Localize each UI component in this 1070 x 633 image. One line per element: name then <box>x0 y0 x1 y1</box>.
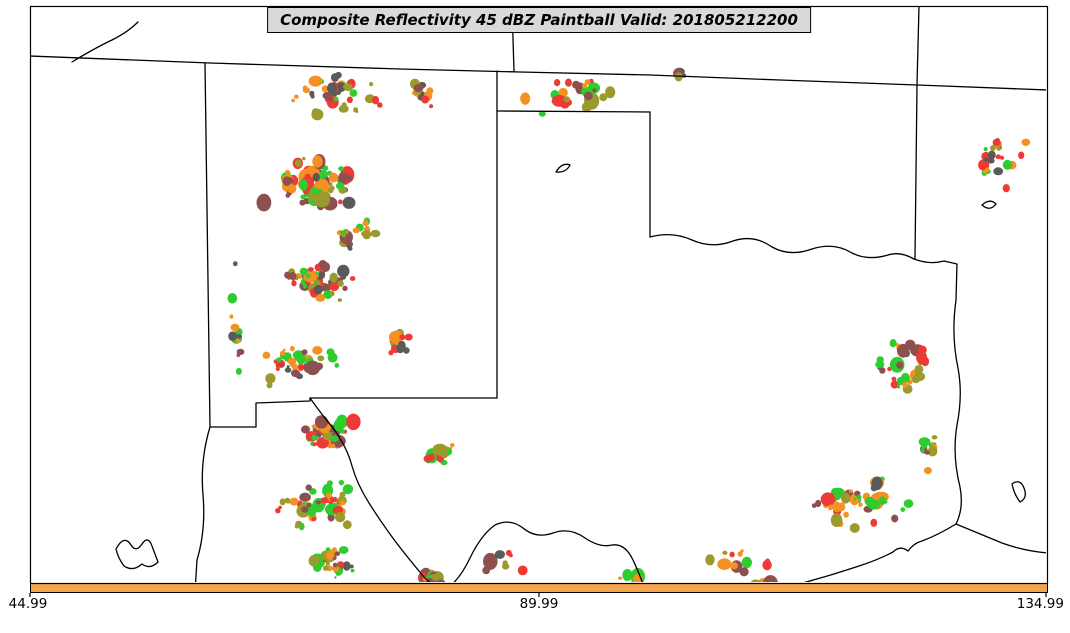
colorbar-strip <box>30 583 1048 593</box>
colorbar-tick-label-middle: 89.99 <box>519 596 559 612</box>
colorbar-tick-label-left: 44.99 <box>8 596 48 612</box>
map-title: Composite Reflectivity 45 dBZ Paintball … <box>267 7 811 33</box>
map-frame <box>29 5 1049 585</box>
state-borders <box>31 7 1046 582</box>
paintball-dots <box>227 67 1031 582</box>
colorbar-tick-label-right: 134.99 <box>1016 596 1064 612</box>
